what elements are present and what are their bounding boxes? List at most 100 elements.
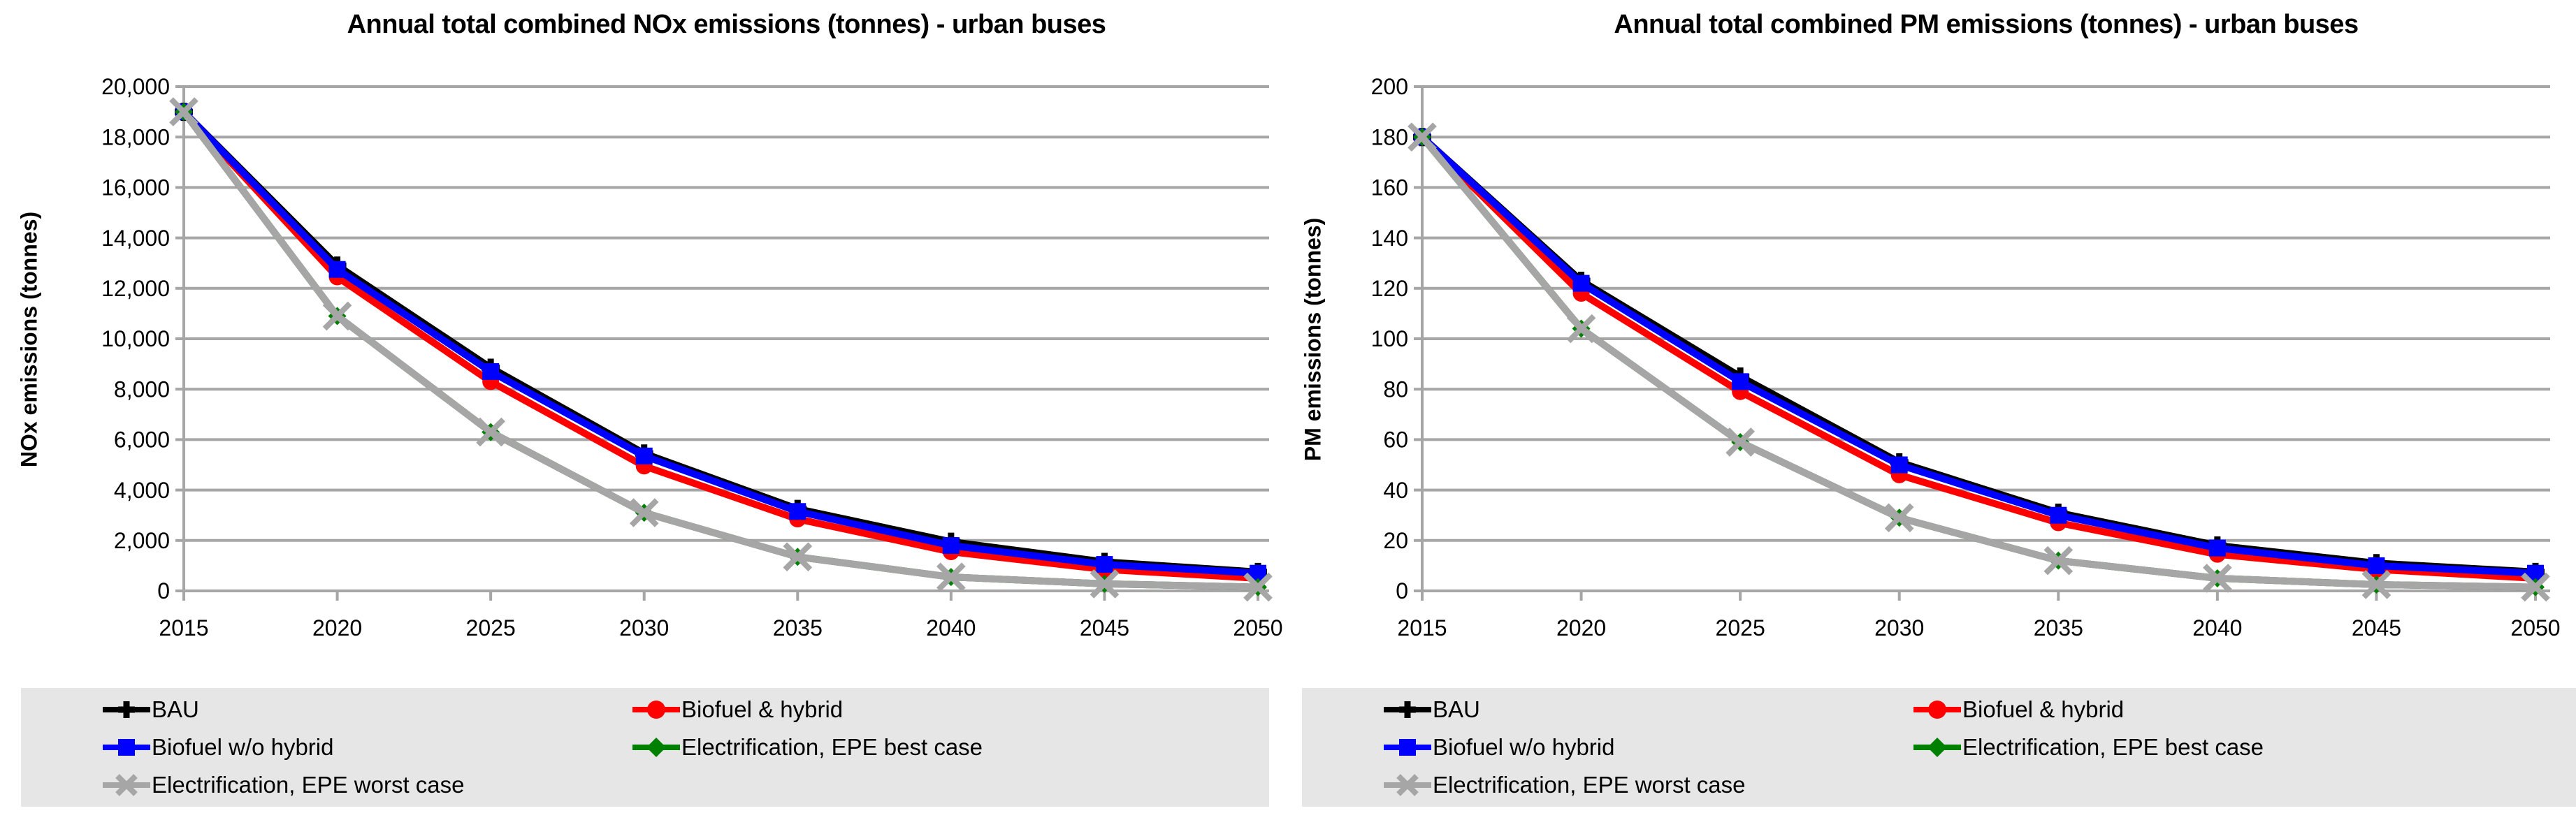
series-line (1419, 134, 2536, 577)
legend-item-bau: BAU (1382, 693, 1912, 726)
diamond-icon (632, 738, 680, 757)
series-electrification-epe-best-case (175, 103, 1267, 596)
x-axis-label: 2040 (2192, 615, 2242, 640)
series-biofuel-hybrid (1414, 129, 2544, 587)
legend-label-electrification-worst: Electrification, EPE worst case (152, 772, 465, 798)
y-tick-label: 40 (1383, 478, 1408, 503)
square-marker (1096, 556, 1113, 573)
y-tick-label: 2,000 (114, 528, 170, 553)
x-axis-label: 2025 (1716, 615, 1765, 640)
legend-item-electrification-worst: Electrification, EPE worst case (101, 768, 631, 802)
x-axis-label: 2050 (1233, 615, 1282, 640)
square-marker (942, 537, 960, 555)
series-line (1419, 134, 2536, 582)
square-marker (1572, 274, 1590, 292)
y-tick-label: 6,000 (114, 427, 170, 453)
series-biofuel-w-o-hybrid (175, 103, 1266, 582)
y-tick-label: 12,000 (101, 276, 170, 301)
x-marker (1090, 569, 1120, 599)
legend-item-electrification-best: Electrification, EPE best case (631, 731, 1269, 764)
x-icon (1384, 774, 1431, 796)
x-marker (1884, 503, 1914, 533)
legend-item-electrification-best: Electrification, EPE best case (1912, 731, 2576, 764)
x-axis-label: 2015 (1397, 615, 1447, 640)
series-line (1419, 134, 2536, 576)
series-biofuel-hybrid (175, 103, 1266, 587)
x-marker (2521, 572, 2550, 602)
nox-chart-title: Annual total combined NOx emissions (ton… (347, 10, 1106, 39)
x-marker (1243, 572, 1273, 602)
legend-label-electrification-best: Electrification, EPE best case (681, 734, 983, 760)
circle-icon (632, 701, 680, 719)
x-icon (103, 774, 150, 796)
square-marker (2208, 539, 2226, 557)
series-electrification-epe-worst-case (169, 97, 1273, 602)
legend-label-bau: BAU (1433, 696, 1480, 722)
x-axis-label: 2020 (1556, 615, 1606, 640)
y-tick-label: 120 (1371, 276, 1408, 301)
y-tick-label: 200 (1371, 74, 1408, 99)
x-axis-label: 2040 (926, 615, 976, 640)
y-tick-label: 60 (1383, 427, 1408, 453)
diamond-marker (646, 738, 666, 757)
x-axis-label: 2050 (2510, 615, 2560, 640)
y-tick-label: 160 (1371, 175, 1408, 200)
plus-marker (118, 701, 135, 718)
y-tick-label: 80 (1383, 376, 1408, 402)
y-tick-label: 8,000 (114, 376, 170, 402)
legend-item-electrification-worst: Electrification, EPE worst case (1382, 768, 1912, 802)
x-marker (2361, 570, 2392, 599)
y-tick-label: 14,000 (101, 226, 170, 251)
series-biofuel-w-o-hybrid (1414, 129, 2544, 582)
square-marker (789, 503, 806, 520)
bau-plus-icon (1382, 696, 1433, 724)
square-marker (1890, 456, 1908, 474)
plus-icon (1384, 701, 1431, 718)
circle-marker (1928, 701, 1946, 719)
legend-item-biofuel-hybrid: Biofuel & hybrid (1912, 693, 2576, 726)
series-line (181, 109, 1259, 576)
x-axis-label: 2015 (159, 615, 208, 640)
x-marker (936, 562, 966, 592)
pm-chart-title: Annual total combined PM emissions (tonn… (1614, 10, 2359, 39)
series-line (181, 109, 1259, 582)
nox-legend: BAU Biofuel & hybrid Biofuel w/o hybrid … (21, 688, 1269, 807)
electrification-best-diamond-icon (1912, 733, 1962, 761)
square-marker (482, 362, 500, 380)
y-tick-label: 20 (1383, 528, 1408, 553)
series-line (181, 110, 1259, 591)
square-marker (328, 261, 346, 278)
y-tick-label: 18,000 (101, 124, 170, 149)
diamond-icon (1913, 738, 1961, 757)
biofuel-hybrid-circle-icon (1912, 696, 1962, 724)
square-icon (1384, 739, 1431, 756)
x-marker (1408, 122, 1437, 152)
square-marker (1399, 739, 1416, 756)
x-axis-label: 2025 (466, 615, 516, 640)
legend-label-electrification-worst: Electrification, EPE worst case (1433, 772, 1746, 798)
x-marker (476, 417, 505, 447)
series-electrification-epe-worst-case (1408, 122, 2550, 602)
x-axis-label: 2045 (2352, 615, 2401, 640)
legend-label-biofuel-wo-hybrid: Biofuel w/o hybrid (152, 734, 334, 760)
y-tick-label: 4,000 (114, 478, 170, 503)
x-marker (1396, 774, 1419, 796)
legend-label-bau: BAU (152, 696, 199, 722)
x-axis-label: 2020 (312, 615, 362, 640)
y-tick-label: 100 (1371, 326, 1408, 351)
x-marker (629, 498, 659, 527)
y-tick-label: 0 (157, 578, 170, 603)
series-bau (175, 103, 1267, 581)
square-marker (118, 739, 135, 756)
x-marker (1566, 314, 1596, 344)
bau-plus-icon (101, 696, 152, 724)
nox-line-chart: 0 2,000 4,000 6,000 8,000 10,000 12,000 14,000 1… (101, 74, 1282, 640)
series-line (1419, 135, 2536, 591)
x-marker (2203, 564, 2232, 593)
series-line (1419, 135, 2536, 591)
pm-chart-panel: Annual total combined PM emissions (tonn… (1288, 0, 2576, 813)
biofuel-wo-hybrid-square-icon (1382, 733, 1433, 761)
pm-legend: BAU Biofuel & hybrid Biofuel w/o hybrid … (1302, 688, 2576, 807)
square-marker (635, 447, 653, 464)
